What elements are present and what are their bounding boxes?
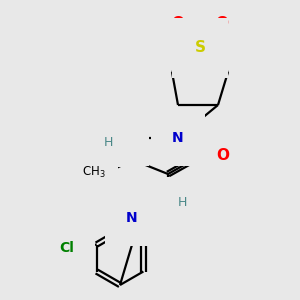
- Text: S: S: [194, 40, 206, 56]
- Text: CH$_3$: CH$_3$: [82, 164, 106, 179]
- Text: Cl: Cl: [59, 241, 74, 254]
- Text: N: N: [172, 131, 184, 145]
- Text: O: O: [217, 148, 230, 163]
- Text: H: H: [177, 196, 187, 208]
- Text: O: O: [215, 16, 229, 32]
- Text: N: N: [126, 211, 138, 225]
- Text: O: O: [172, 16, 184, 32]
- Text: H: H: [103, 136, 113, 148]
- Text: N: N: [116, 131, 128, 145]
